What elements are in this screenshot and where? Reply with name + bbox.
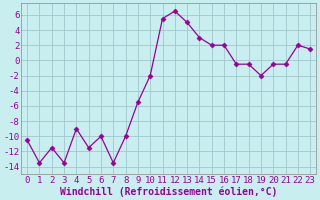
X-axis label: Windchill (Refroidissement éolien,°C): Windchill (Refroidissement éolien,°C) [60,186,277,197]
